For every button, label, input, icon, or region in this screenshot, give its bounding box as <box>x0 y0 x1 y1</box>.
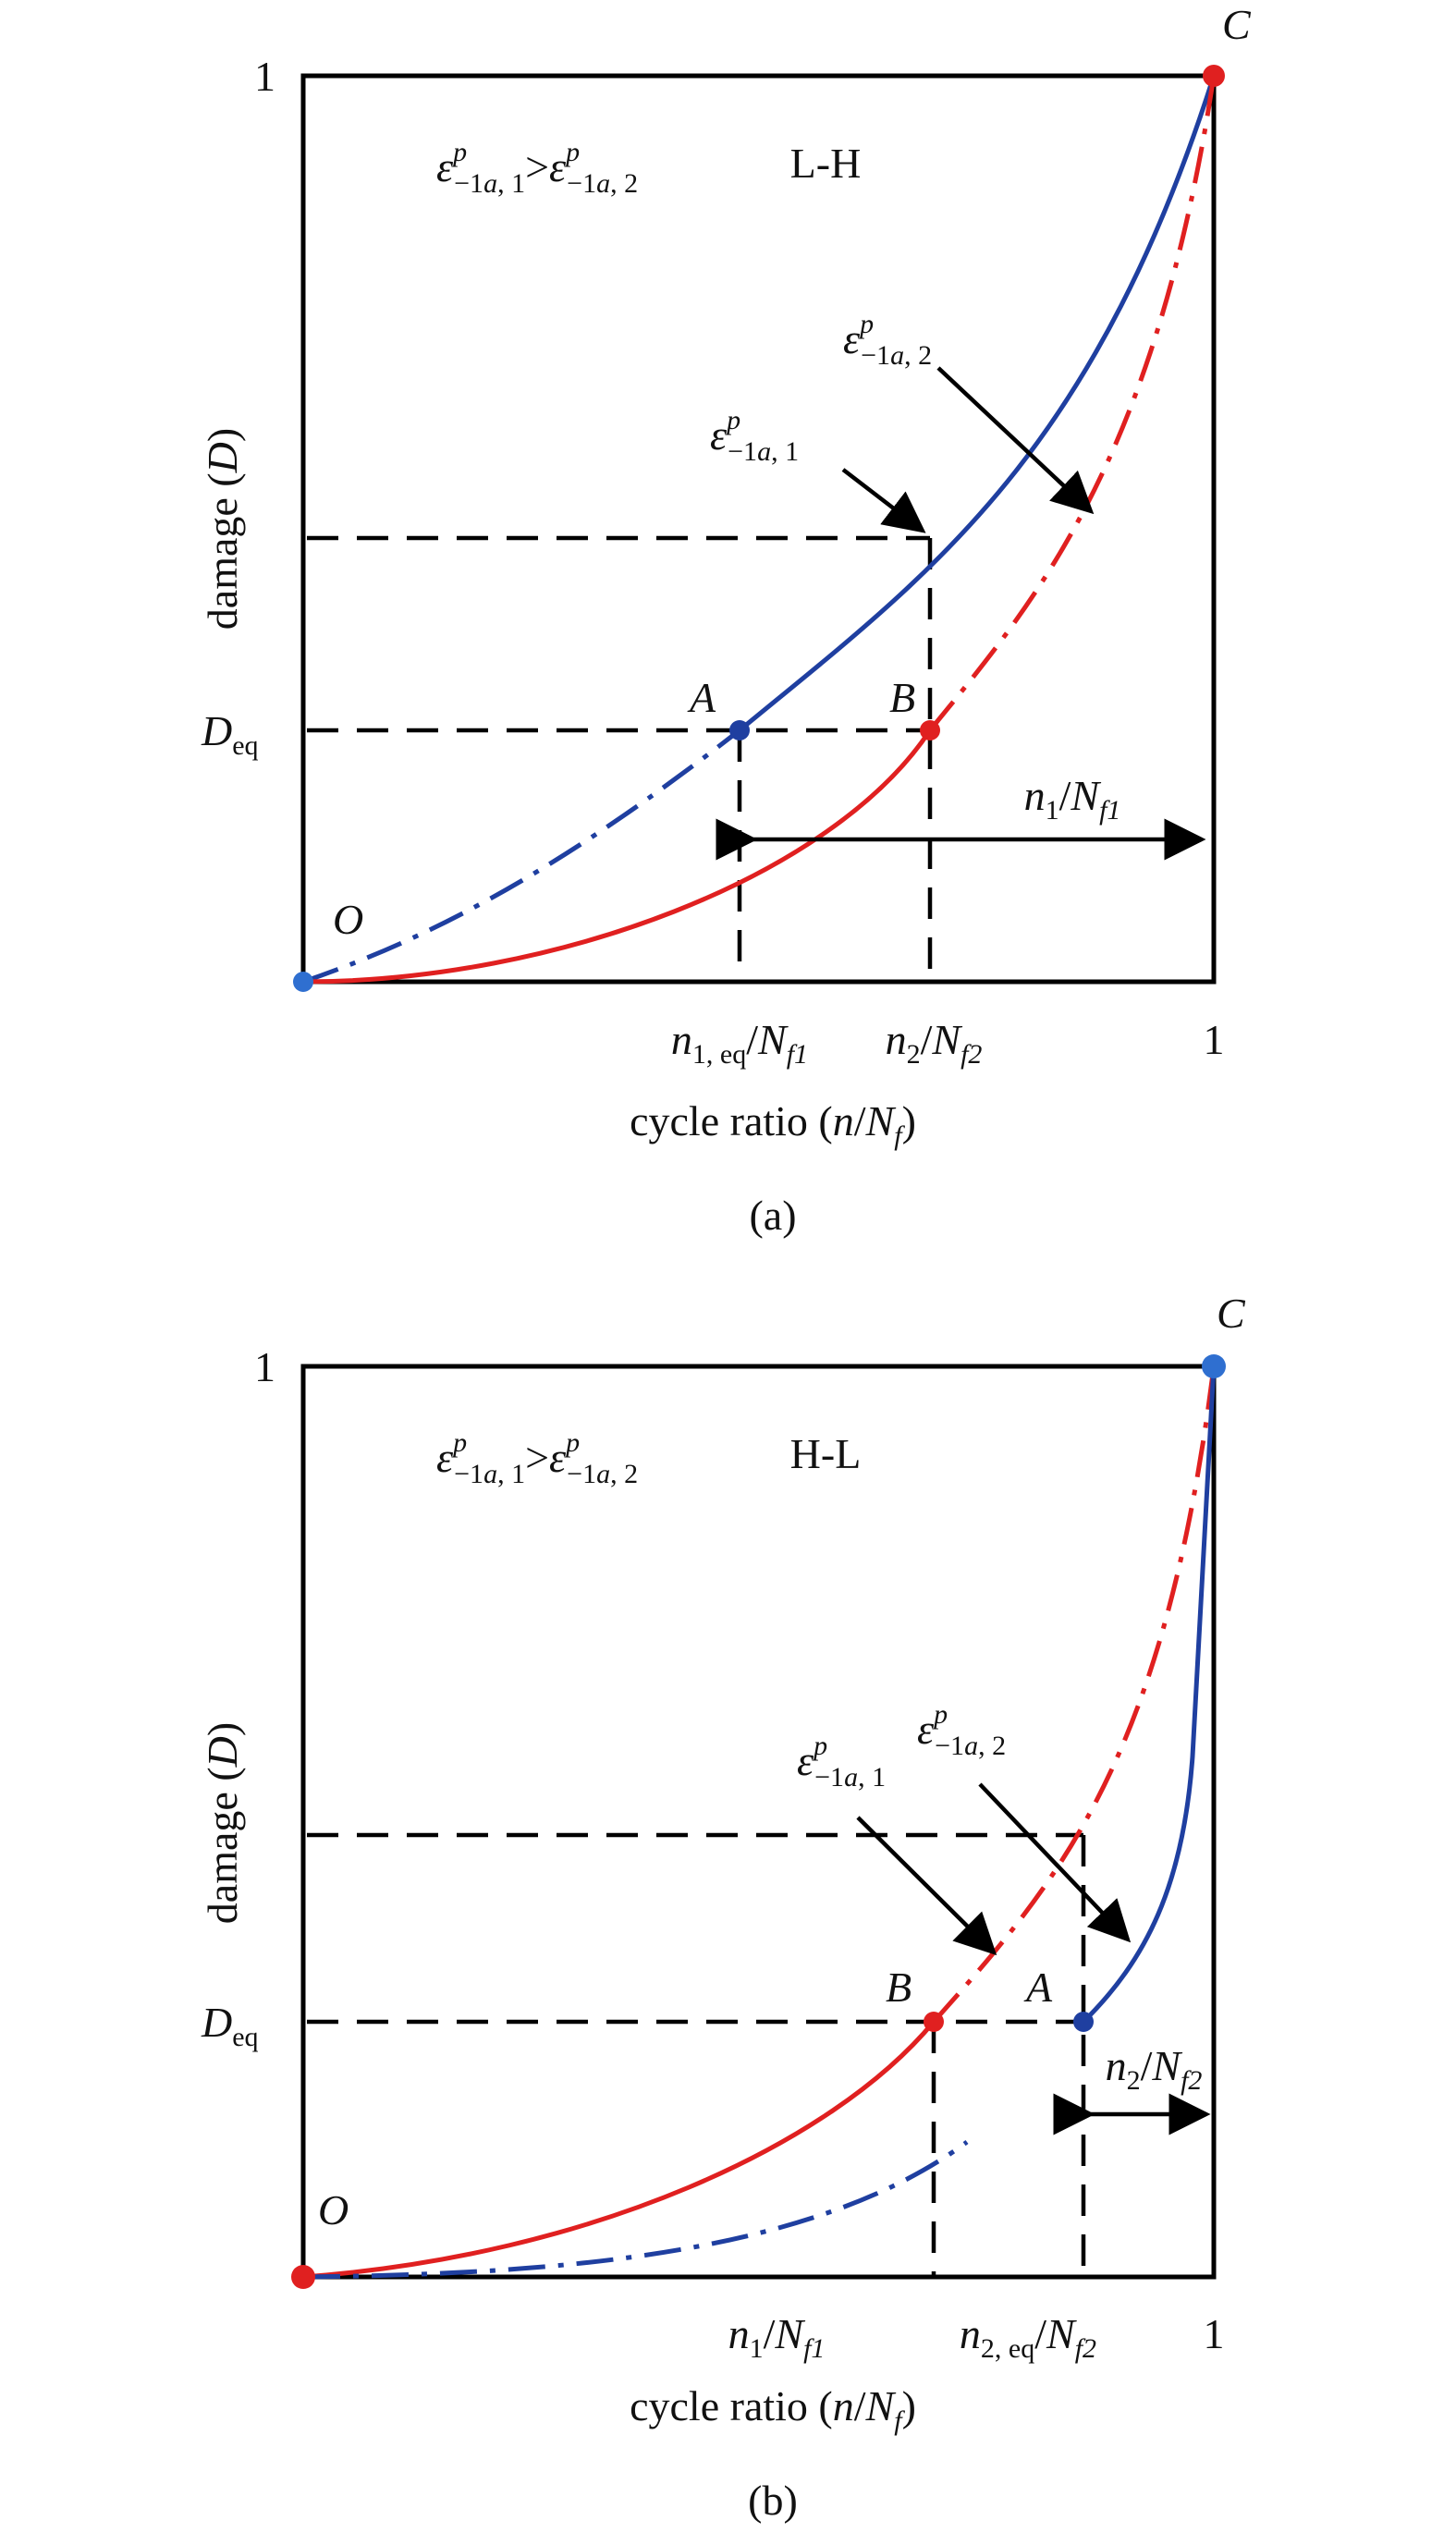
point-a-label: A <box>687 674 716 721</box>
deq-label: Deq <box>201 1999 259 2052</box>
curve-1 <box>738 75 1217 732</box>
panel-caption: (b) <box>748 2477 798 2524</box>
point-o-label: O <box>318 2186 349 2233</box>
x-axis-label: cycle ratio (n/Nf) <box>630 1097 916 1151</box>
curve-1-arrow <box>841 468 926 533</box>
plot-frame <box>300 73 1217 985</box>
point-b <box>920 720 940 740</box>
point-c-label: C <box>1222 1 1252 48</box>
point-o <box>293 972 313 992</box>
point-a <box>729 720 750 740</box>
panel-a: 1 1 Deq damage (D) cycle ratio (n/Nf) (a… <box>199 1 1252 1239</box>
curve-1-dashdot <box>932 1365 1217 2024</box>
panel-caption: (a) <box>749 1192 796 1239</box>
curve-1 <box>302 2020 936 2280</box>
x-tick-2: n2, eq/Nf2 <box>960 2310 1096 2364</box>
point-b-label: B <box>886 1964 912 2011</box>
panel-b: 1 1 Deq damage (D) cycle ratio (n/Nf) (b… <box>199 1290 1246 2524</box>
point-b <box>924 2012 944 2032</box>
curve-1-label: εp −1a, 1 <box>710 405 799 467</box>
y-tick-top: 1 <box>254 1343 275 1390</box>
curve-2-arrow <box>978 1782 1132 1943</box>
condition-label: εp −1a, 1>εp −1a, 2 <box>436 137 638 199</box>
x-tick-1: n1, eq/Nf1 <box>671 1016 808 1070</box>
curve-1-label: εp −1a, 1 <box>797 1731 886 1793</box>
y-axis-label: damage (D) <box>199 428 246 630</box>
point-o-label: O <box>333 896 363 943</box>
point-o <box>291 2265 315 2289</box>
point-c <box>1203 65 1225 87</box>
x-tick-right: 1 <box>1204 2310 1225 2357</box>
y-tick-top: 1 <box>254 53 275 100</box>
curve-2 <box>302 728 933 985</box>
curve-2-dashdot <box>928 75 1217 732</box>
regime-label: H-L <box>790 1430 862 1477</box>
point-c-label: C <box>1217 1290 1246 1337</box>
deq-label: Deq <box>201 707 259 761</box>
point-c <box>1202 1354 1226 1378</box>
curve-2-label: εp −1a, 2 <box>843 309 932 371</box>
curve-2-dashdot <box>302 2139 969 2280</box>
point-a <box>1073 2012 1094 2032</box>
condition-label: εp −1a, 1>εp −1a, 2 <box>436 1427 638 1489</box>
x-tick-2: n2/Nf2 <box>886 1016 983 1070</box>
x-axis-label: cycle ratio (n/Nf) <box>630 2382 916 2436</box>
curve-2 <box>1082 1365 1217 2024</box>
curve-2-arrow <box>936 366 1095 515</box>
curve-1-dashdot <box>302 728 741 985</box>
regime-label: L-H <box>790 140 862 187</box>
curve-2-label: εp −1a, 2 <box>917 1699 1006 1761</box>
span-label: n2/Nf2 <box>1106 2042 1203 2096</box>
x-tick-right: 1 <box>1204 1016 1225 1063</box>
curve-1-arrow <box>856 1816 997 1956</box>
point-a-label: A <box>1023 1964 1053 2011</box>
plot-frame <box>300 1364 1217 2280</box>
x-tick-1: n1/Nf1 <box>728 2310 826 2364</box>
span-label: n1/Nf1 <box>1024 772 1121 826</box>
y-axis-label: damage (D) <box>199 1722 246 1924</box>
point-b-label: B <box>889 674 915 721</box>
